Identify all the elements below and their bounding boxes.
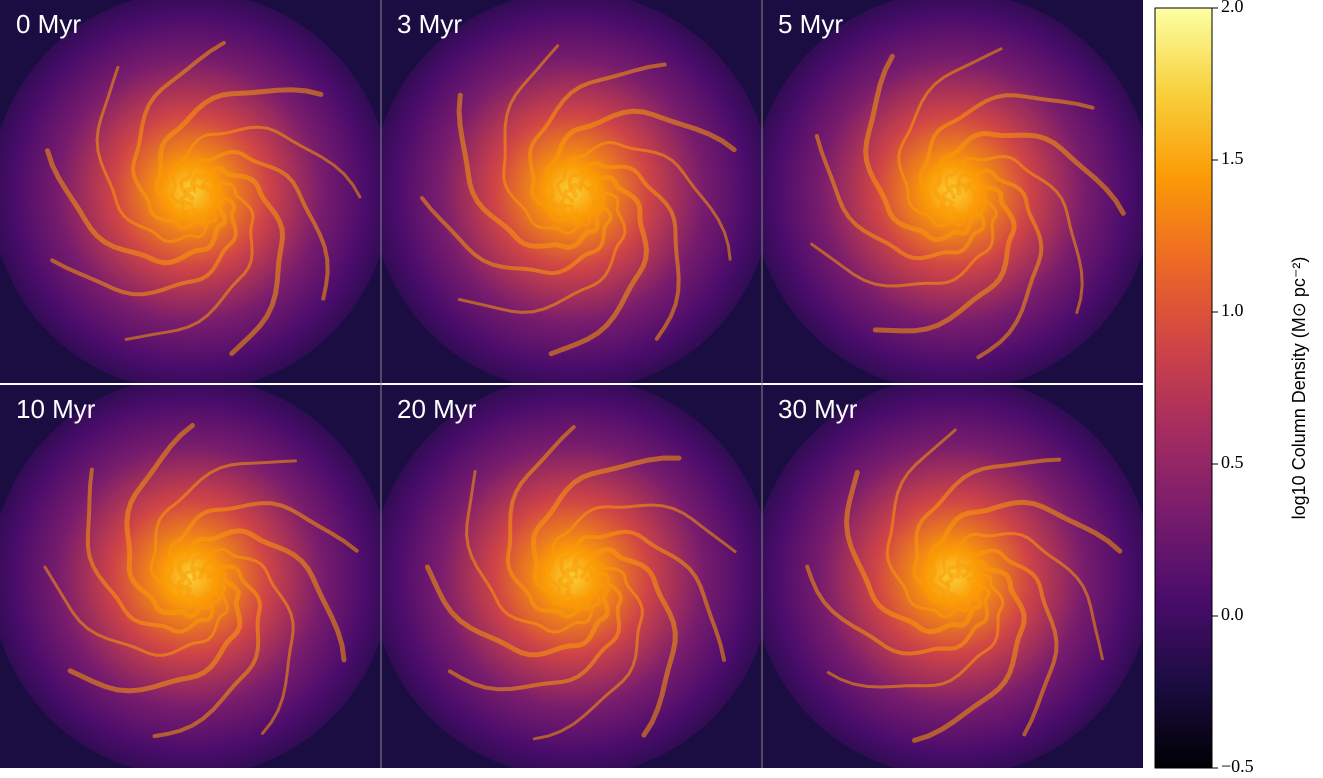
panel [372,377,772,777]
panel-title: 20 Myr [397,394,477,424]
panel-title: 30 Myr [778,394,858,424]
figure: 0 Myr 3 Myr 5 Myr 10 Myr 20 Myr 30 Myr −0.5 0.0… [0,0,1323,778]
tick-label: 0.5 [1221,452,1244,472]
tick-label: 2.0 [1221,0,1244,16]
panel-title: 10 Myr [16,394,96,424]
panel [0,377,391,777]
tick-label: −0.5 [1221,756,1254,776]
gas-disk [372,0,772,392]
colorbar-label: log10 Column Density (M⊙ pc⁻²) [1289,257,1309,520]
tick-label: 1.5 [1221,148,1244,168]
panel-title: 0 Myr [16,9,81,39]
panel-title: 3 Myr [397,9,462,39]
tick-label: 0.0 [1221,604,1244,624]
panel [753,0,1153,392]
gas-disk [0,0,391,392]
tick-label: 1.0 [1221,300,1244,320]
panel-title: 5 Myr [778,9,843,39]
panel [0,0,391,392]
colorbar [1155,8,1212,768]
panel [753,377,1153,777]
panel [372,0,772,392]
